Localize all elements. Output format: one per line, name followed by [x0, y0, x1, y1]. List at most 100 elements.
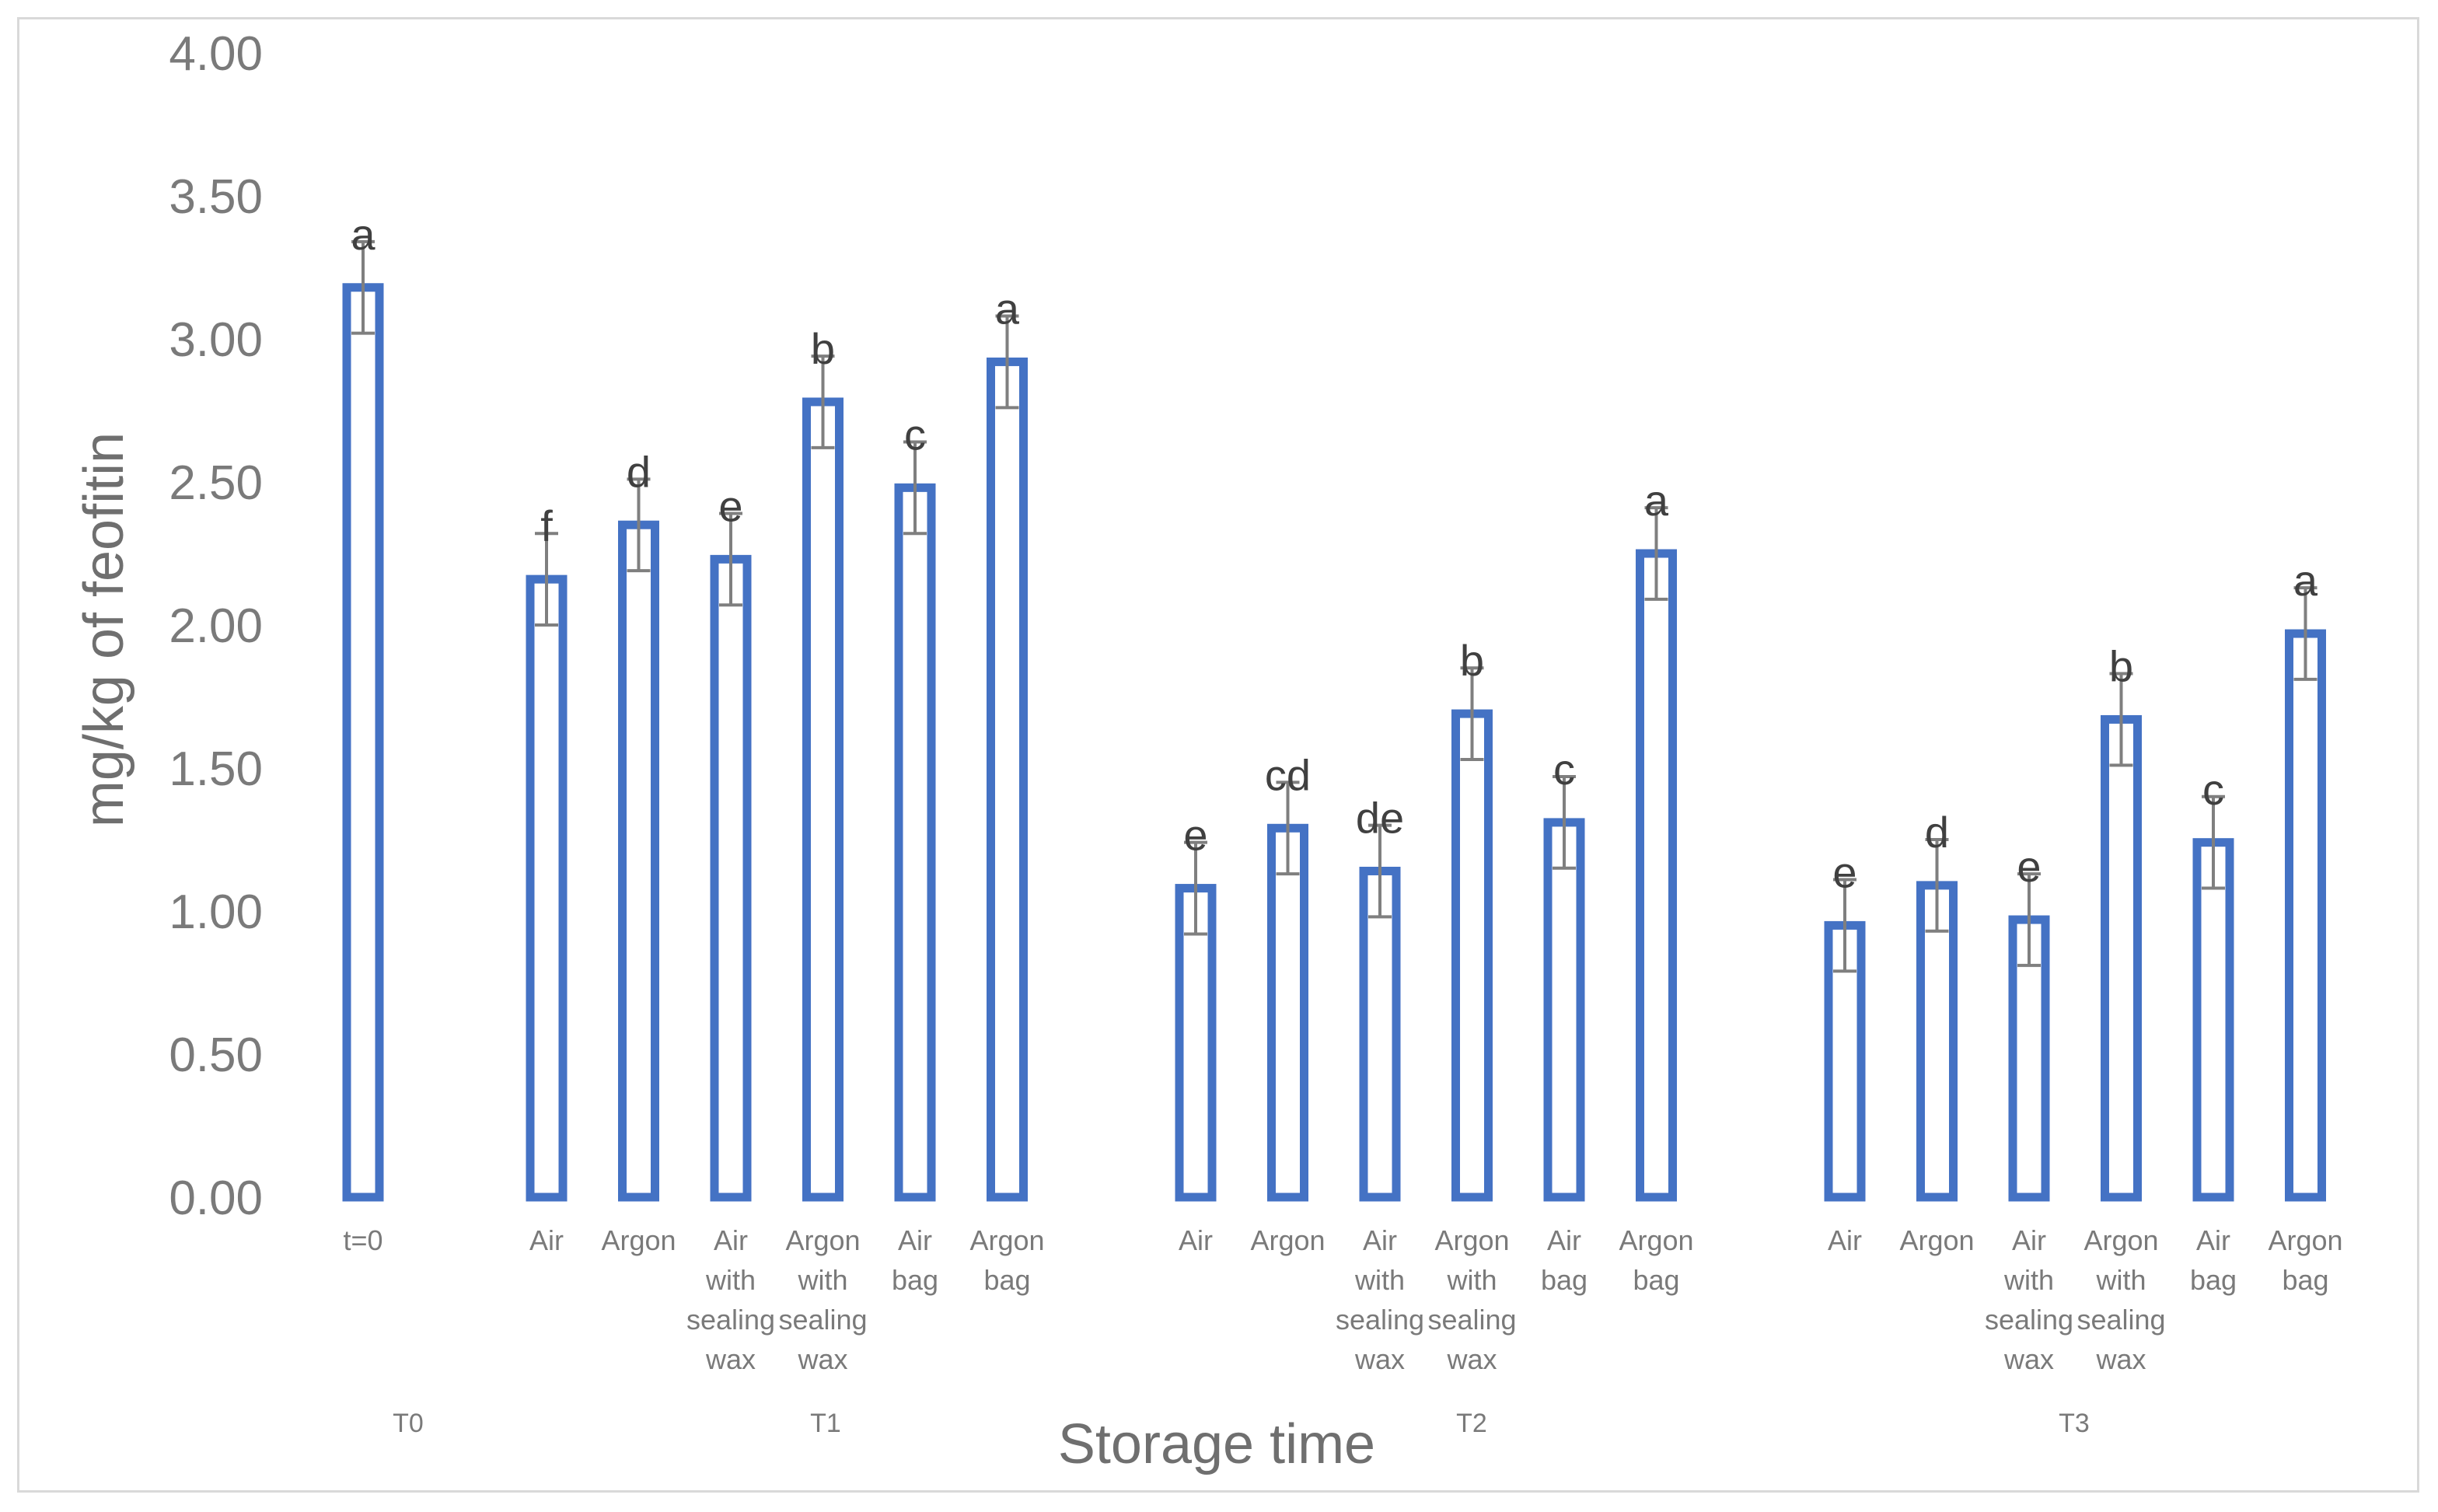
error-bar [1644, 506, 1668, 601]
significance-letter: a [1644, 476, 1669, 525]
bar [802, 397, 844, 1202]
significance-letter: e [718, 481, 742, 530]
error-bar [1925, 838, 1949, 933]
error-bar [2017, 872, 2041, 967]
category-label: Argon bag [2268, 1224, 2342, 1296]
significance-letter: a [351, 210, 375, 259]
error-bar [811, 354, 835, 449]
category-label-line: Air [2012, 1224, 2046, 1256]
bar [2192, 838, 2234, 1202]
bar [1451, 709, 1493, 1202]
significance-letter: e [2017, 842, 2041, 891]
category-label-line: Argon [785, 1224, 860, 1256]
significance-letter: cd [1265, 750, 1311, 799]
y-tick-label: 0.00 [169, 1172, 263, 1225]
y-tick-label: 1.00 [169, 885, 263, 939]
significance-letter: d [627, 447, 651, 496]
category-label-line: wax [1354, 1343, 1405, 1375]
significance-letter: c [1553, 745, 1575, 794]
category-label-line: bag [892, 1264, 938, 1296]
category-label-line: with [2003, 1264, 2054, 1296]
category-label-line: Argon [1899, 1224, 1974, 1256]
error-bar [2293, 586, 2317, 681]
category-label-line: Air [1547, 1224, 1581, 1256]
y-tick-label: 2.50 [169, 456, 263, 510]
category-label: Argon bag [1619, 1224, 1693, 1296]
error-bar [2202, 794, 2225, 890]
bar [342, 283, 384, 1202]
bar [1543, 818, 1585, 1202]
bar [710, 554, 752, 1202]
group-label: T2 [1456, 1409, 1487, 1438]
bar [1267, 823, 1308, 1202]
chart-frame [17, 17, 2419, 1493]
category-label: Argon with sealing wax [1427, 1224, 1516, 1375]
bar [2101, 714, 2142, 1202]
error-bar [1184, 840, 1207, 936]
error-bar [995, 314, 1019, 410]
error-bar [1276, 780, 1300, 876]
bar [618, 520, 659, 1202]
category-label: Air with sealing wax [1985, 1224, 2073, 1375]
y-tick-label: 4.00 [169, 27, 263, 81]
error-bar [627, 477, 651, 573]
bar [1359, 866, 1401, 1202]
category-label-line: Air [1828, 1224, 1862, 1256]
category-label-line: with [2095, 1264, 2146, 1296]
significance-letter: b [1460, 636, 1484, 685]
category-label-line: Air [2196, 1224, 2230, 1256]
significance-letter: a [2293, 556, 2318, 605]
category-label-line: sealing [1985, 1304, 2073, 1336]
category-label-line: Air [714, 1224, 748, 1256]
category-label-line: sealing [1427, 1304, 1516, 1336]
category-label-line: sealing [778, 1304, 867, 1336]
category-label-line: Argon [1250, 1224, 1325, 1256]
y-axis-title: mg/kg of feofitin [73, 432, 135, 827]
error-bar [2109, 672, 2133, 767]
category-label-line: bag [2190, 1264, 2237, 1296]
category-label: Air [529, 1224, 564, 1256]
error-bar [719, 512, 742, 607]
error-bar [1833, 878, 1856, 973]
category-label: Argon [1899, 1224, 1974, 1256]
category-label-line: wax [2095, 1343, 2146, 1375]
significance-letter: b [2109, 642, 2133, 691]
category-label: Air [1828, 1224, 1862, 1256]
category-label: Argon bag [969, 1224, 1044, 1296]
error-bar [903, 440, 927, 536]
category-label: Argon [1250, 1224, 1325, 1256]
category-label-line: sealing [686, 1304, 775, 1336]
category-label-line: with [705, 1264, 756, 1296]
category-label-line: wax [2003, 1343, 2054, 1375]
bar [1175, 884, 1217, 1202]
bar [894, 483, 936, 1202]
category-label-line: sealing [2076, 1304, 2165, 1336]
error-bar [1368, 823, 1392, 919]
category-label-line: Argon [969, 1224, 1044, 1256]
category-label: t=0 [343, 1224, 382, 1256]
significance-letter: a [995, 285, 1020, 333]
group-label: T3 [2059, 1409, 2090, 1438]
category-label: Air bag [1541, 1224, 1587, 1296]
category-label-line: t=0 [343, 1224, 382, 1256]
category-label: Air bag [892, 1224, 938, 1296]
category-label-line: sealing [1336, 1304, 1424, 1336]
category-label-line: wax [1446, 1343, 1497, 1375]
significance-letter: b [811, 324, 835, 373]
category-label-line: Argon [1434, 1224, 1509, 1256]
significance-letter: c [904, 410, 926, 459]
bar [526, 574, 568, 1202]
category-label: Argon [601, 1224, 676, 1256]
category-label-line: Argon [2268, 1224, 2342, 1256]
category-label: Air [1179, 1224, 1213, 1256]
group-label: T0 [393, 1409, 424, 1438]
category-label-line: with [1446, 1264, 1497, 1296]
category-label-line: wax [797, 1343, 847, 1375]
significance-letter: c [2202, 765, 2224, 814]
category-label-line: bag [2282, 1264, 2328, 1296]
bar [2285, 629, 2326, 1202]
y-tick-label: 3.00 [169, 313, 263, 367]
category-label-line: bag [983, 1264, 1030, 1296]
